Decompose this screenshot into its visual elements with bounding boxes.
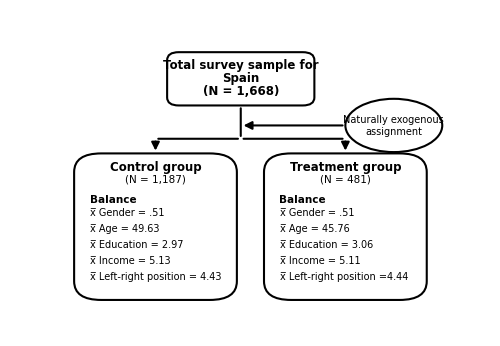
Text: Total survey sample for: Total survey sample for (163, 59, 318, 72)
Text: x̅ Left-right position = 4.43: x̅ Left-right position = 4.43 (90, 272, 221, 282)
Text: x̅ Income = 5.11: x̅ Income = 5.11 (280, 256, 360, 266)
FancyBboxPatch shape (264, 153, 427, 300)
Text: x̅ Age = 45.76: x̅ Age = 45.76 (280, 224, 349, 234)
Text: (N = 1,187): (N = 1,187) (125, 175, 186, 185)
FancyBboxPatch shape (74, 153, 237, 300)
Text: Balance: Balance (90, 195, 136, 205)
Text: Treatment group: Treatment group (290, 161, 401, 174)
Text: Balance: Balance (280, 195, 326, 205)
Text: (N = 1,668): (N = 1,668) (202, 85, 279, 99)
Text: x̅ Age = 49.63: x̅ Age = 49.63 (90, 224, 159, 234)
Text: x̅ Gender = .51: x̅ Gender = .51 (90, 208, 164, 218)
Text: x̅ Gender = .51: x̅ Gender = .51 (280, 208, 354, 218)
Text: (N = 481): (N = 481) (320, 175, 371, 185)
Text: x̅ Education = 3.06: x̅ Education = 3.06 (280, 240, 373, 250)
FancyBboxPatch shape (167, 52, 314, 106)
Ellipse shape (346, 99, 442, 152)
Text: x̅ Education = 2.97: x̅ Education = 2.97 (90, 240, 183, 250)
Text: x̅ Income = 5.13: x̅ Income = 5.13 (90, 256, 170, 266)
Text: Control group: Control group (110, 161, 202, 174)
Text: Naturally exogenous: Naturally exogenous (344, 115, 444, 125)
Text: x̅ Left-right position =4.44: x̅ Left-right position =4.44 (280, 272, 408, 282)
Text: assignment: assignment (366, 127, 422, 137)
Text: Spain: Spain (222, 72, 260, 85)
